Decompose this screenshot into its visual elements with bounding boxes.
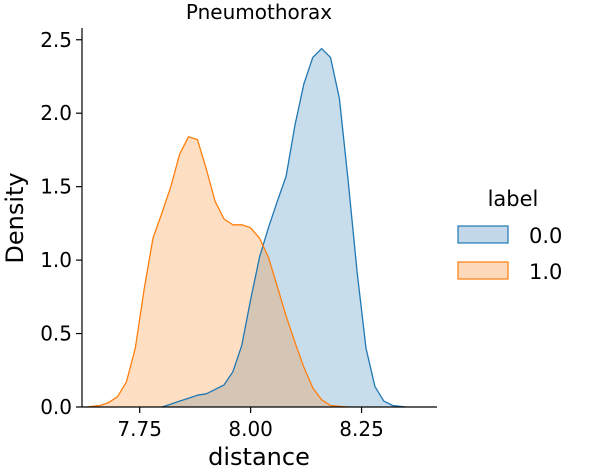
y-tick-label: 0.5	[40, 322, 72, 346]
legend-label-1: 1.0	[529, 260, 562, 284]
x-tick-label: 7.75	[117, 417, 162, 441]
legend-swatch-1	[457, 261, 509, 280]
y-tick-label: 0.0	[40, 395, 72, 419]
legend: label 0.0 1.0	[457, 187, 562, 284]
x-tick-label: 8.25	[339, 417, 384, 441]
y-tick-label: 2.0	[40, 101, 72, 125]
x-tick-label: 8.00	[228, 417, 273, 441]
legend-swatch-0	[457, 225, 509, 244]
legend-title: label	[488, 187, 539, 211]
density-line-0.0	[161, 47, 406, 408]
x-axis-label: distance	[208, 443, 310, 471]
y-ticks: 0.0 0.5 1.0 1.5 2.0 2.5	[40, 28, 82, 419]
axes	[81, 28, 437, 408]
density-area-0.0	[161, 48, 406, 407]
chart-title: Pneumothorax	[186, 0, 332, 24]
density-area-1.0	[86, 136, 349, 407]
legend-label-0: 0.0	[529, 224, 562, 248]
y-tick-label: 1.5	[40, 175, 72, 199]
density-line-1.0	[86, 136, 349, 408]
y-tick-label: 1.0	[40, 248, 72, 272]
y-axis-label: Density	[1, 172, 29, 263]
x-ticks: 7.75 8.00 8.25	[117, 407, 384, 441]
plot-area	[86, 47, 406, 408]
y-tick-label: 2.5	[40, 28, 72, 52]
